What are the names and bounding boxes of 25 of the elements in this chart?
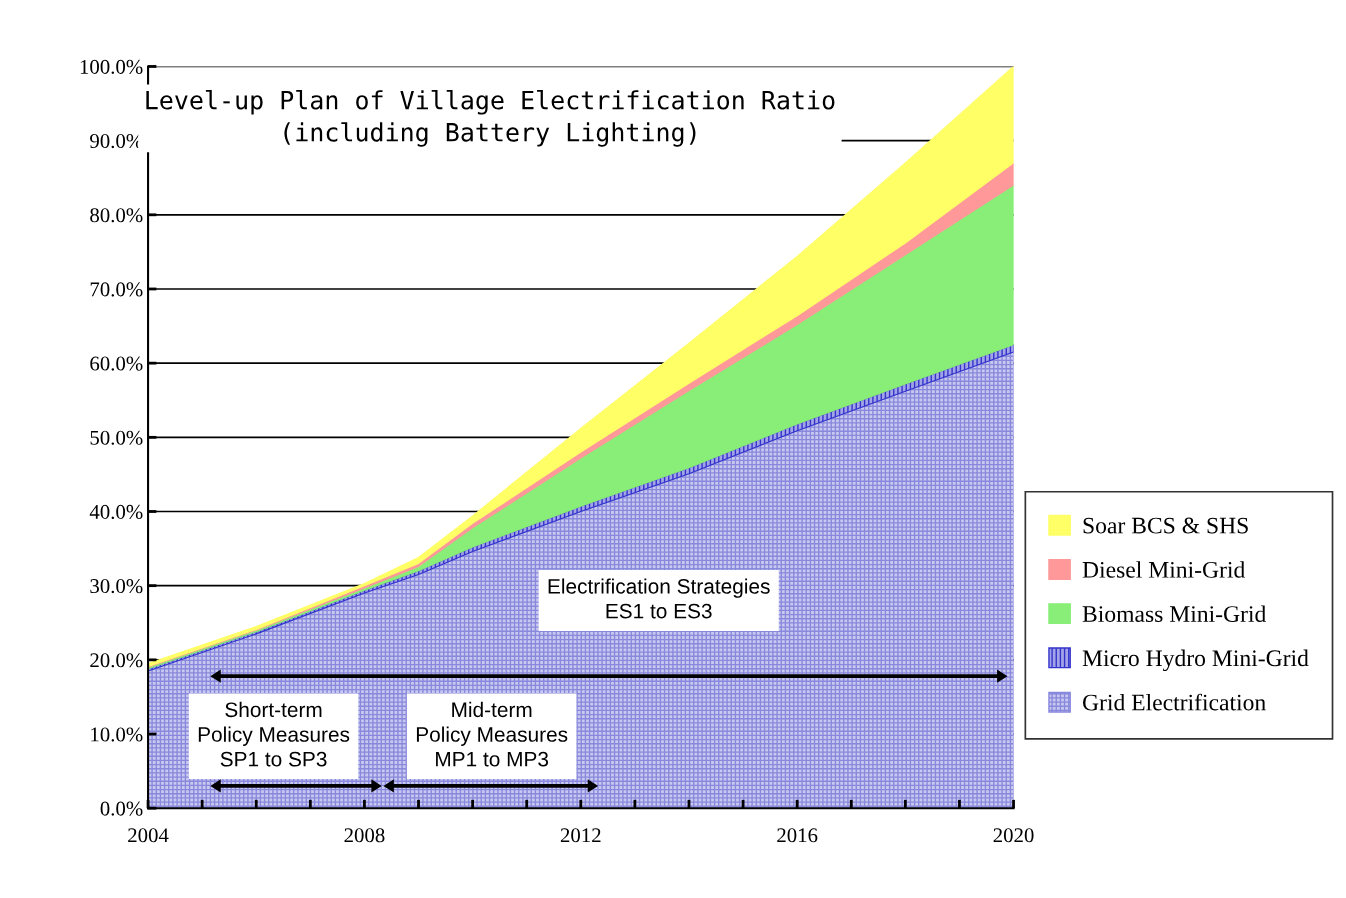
y-tick-label: 70.0% xyxy=(90,282,143,297)
legend-label: Soar BCS & SHS xyxy=(1083,517,1248,534)
annotation: Electrification Strategies ES1 to ES3 xyxy=(548,578,770,619)
x-tick-label: 2004 xyxy=(128,828,169,843)
x-tick-label: 2016 xyxy=(777,828,818,843)
legend-label: Diesel Mini-Grid xyxy=(1082,561,1246,578)
y-tick-label: 40.0% xyxy=(89,504,143,520)
y-tick-label: 60.0% xyxy=(90,356,143,371)
y-tick-label: 10.0% xyxy=(91,727,143,742)
legend-label: Micro Hydro Mini-Grid xyxy=(1082,649,1309,672)
y-tick-label: 0.0% xyxy=(100,801,143,816)
y-tick-label: 100.0% xyxy=(80,59,143,74)
x-tick-label: 2008 xyxy=(344,828,385,843)
y-tick-label: 30.0% xyxy=(90,579,143,594)
text: Level-up Plan of Village Electrification Ratio (including Battery Lighting) xyxy=(146,90,835,147)
legend-label: Grid Electrification xyxy=(1082,693,1266,711)
x-tick-label: 2020 xyxy=(993,828,1034,843)
y-tick-label: 50.0% xyxy=(90,430,143,445)
y-tick-label: 20.0% xyxy=(90,653,143,668)
legend-label: Biomass Mini-Grid xyxy=(1082,605,1267,622)
x-tick-label: 2012 xyxy=(560,828,601,843)
y-tick-label: 90.0% xyxy=(90,134,143,149)
annotation: Short-term Policy Measures SP1 to SP3 xyxy=(198,701,350,767)
annotation: Mid-term Policy Measures MP1 to MP3 xyxy=(416,701,568,767)
y-tick-label: 80.0% xyxy=(90,208,143,223)
